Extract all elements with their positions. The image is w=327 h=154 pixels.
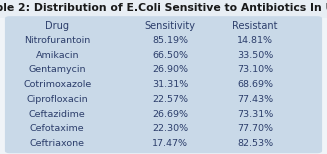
Text: 77.43%: 77.43% xyxy=(237,95,273,104)
Text: Resistant: Resistant xyxy=(232,21,278,31)
FancyBboxPatch shape xyxy=(0,0,327,18)
Text: 14.81%: 14.81% xyxy=(237,36,273,45)
Text: Ciprofloxacin: Ciprofloxacin xyxy=(26,95,88,104)
Text: Cefotaxime: Cefotaxime xyxy=(30,124,85,133)
Text: Drug: Drug xyxy=(45,21,69,31)
Text: 66.50%: 66.50% xyxy=(152,51,188,60)
Text: 33.50%: 33.50% xyxy=(237,51,273,60)
Text: 82.53%: 82.53% xyxy=(237,139,273,148)
Text: Sensitivity: Sensitivity xyxy=(145,21,196,31)
Text: Amikacin: Amikacin xyxy=(35,51,79,60)
Text: 26.90%: 26.90% xyxy=(152,65,188,75)
Text: 73.31%: 73.31% xyxy=(237,110,273,119)
Text: Cotrimoxazole: Cotrimoxazole xyxy=(23,80,91,89)
Text: 17.47%: 17.47% xyxy=(152,139,188,148)
Text: 68.69%: 68.69% xyxy=(237,80,273,89)
Text: Ceftriaxone: Ceftriaxone xyxy=(30,139,85,148)
Text: 31.31%: 31.31% xyxy=(152,80,188,89)
Text: 73.10%: 73.10% xyxy=(237,65,273,75)
Text: Nitrofurantoin: Nitrofurantoin xyxy=(24,36,90,45)
Text: 77.70%: 77.70% xyxy=(237,124,273,133)
FancyBboxPatch shape xyxy=(5,16,322,153)
Text: 26.69%: 26.69% xyxy=(152,110,188,119)
Text: 85.19%: 85.19% xyxy=(152,36,188,45)
Text: Table 2: Distribution of E.Coli Sensitive to Antibiotics In UTI: Table 2: Distribution of E.Coli Sensitiv… xyxy=(0,4,327,13)
Text: Gentamycin: Gentamycin xyxy=(28,65,86,75)
Text: 22.57%: 22.57% xyxy=(152,95,188,104)
Text: Ceftazidime: Ceftazidime xyxy=(29,110,86,119)
Text: 22.30%: 22.30% xyxy=(152,124,188,133)
